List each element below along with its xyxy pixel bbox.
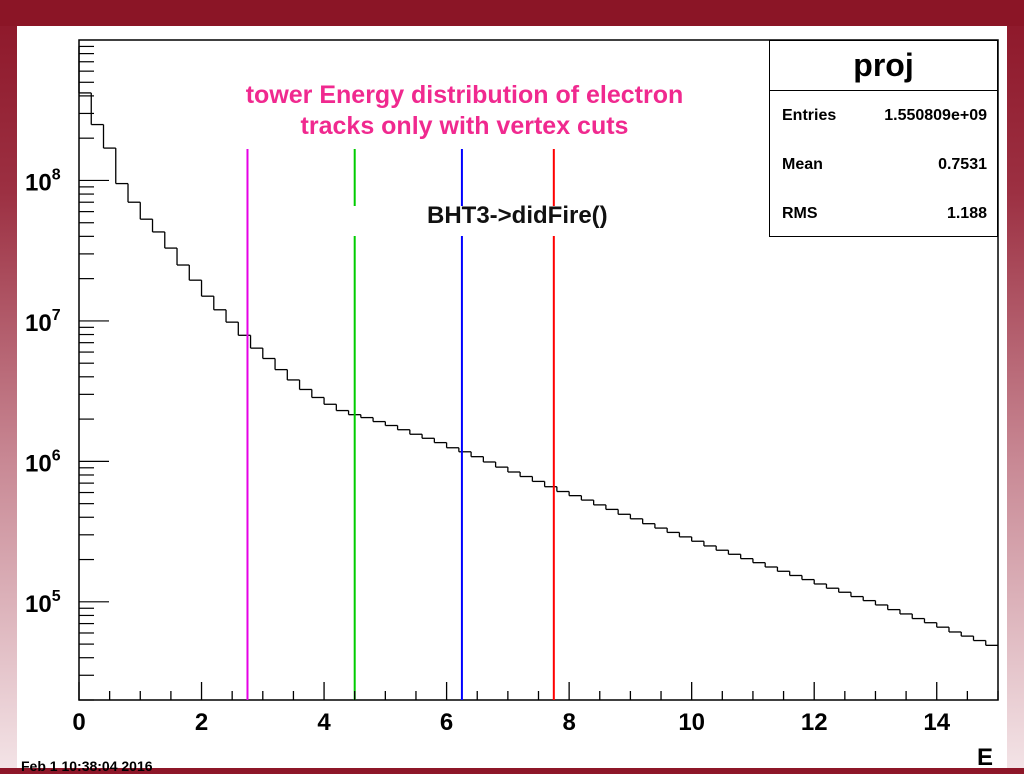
y-tick-label: 108 xyxy=(25,166,61,196)
entries-label: Entries xyxy=(782,106,837,124)
rms-label: RMS xyxy=(782,204,818,222)
annotation-line-2: tracks only with vertex cuts xyxy=(300,112,629,140)
x-tick-label: 2 xyxy=(195,709,208,736)
trigger-label: BHT3->didFire() xyxy=(427,202,608,229)
stats-title: proj xyxy=(770,41,997,91)
x-tick-label: 10 xyxy=(678,709,705,736)
stats-row-mean: Mean 0.7531 xyxy=(770,140,997,189)
title-band xyxy=(0,0,1024,26)
y-tick-label: 105 xyxy=(25,588,61,618)
annotation-text: tower Energy distribution of electron tr… xyxy=(192,80,737,142)
stats-row-entries: Entries 1.550809e+09 xyxy=(770,91,997,140)
x-tick-label: 4 xyxy=(317,709,331,736)
annotation-line-1: tower Energy distribution of electron xyxy=(245,81,684,109)
x-tick-label: 8 xyxy=(562,709,575,736)
x-tick-label: 12 xyxy=(801,709,828,736)
histogram-plot: 0 2 4 6 8 10 12 14 105 106 107 108 xyxy=(25,39,999,736)
plot-canvas: 0 2 4 6 8 10 12 14 105 106 107 108 tower Energy di… xyxy=(17,26,1007,774)
x-tick-label: 6 xyxy=(440,709,453,736)
timestamp: Feb 1 10:38:04 2016 xyxy=(21,758,153,774)
stats-row-rms: RMS 1.188 xyxy=(770,189,997,238)
stats-box: proj Entries 1.550809e+09 Mean 0.7531 RM… xyxy=(769,40,998,237)
x-tick-label: 0 xyxy=(72,709,85,736)
x-tick-label: 14 xyxy=(923,709,950,736)
y-tick-label: 106 xyxy=(25,447,61,477)
rms-value: 1.188 xyxy=(946,204,987,222)
y-tick-label: 107 xyxy=(25,307,61,337)
mean-value: 0.7531 xyxy=(938,155,987,173)
mean-label: Mean xyxy=(782,155,823,173)
x-axis-title: E xyxy=(977,744,994,771)
entries-value: 1.550809e+09 xyxy=(884,106,987,124)
